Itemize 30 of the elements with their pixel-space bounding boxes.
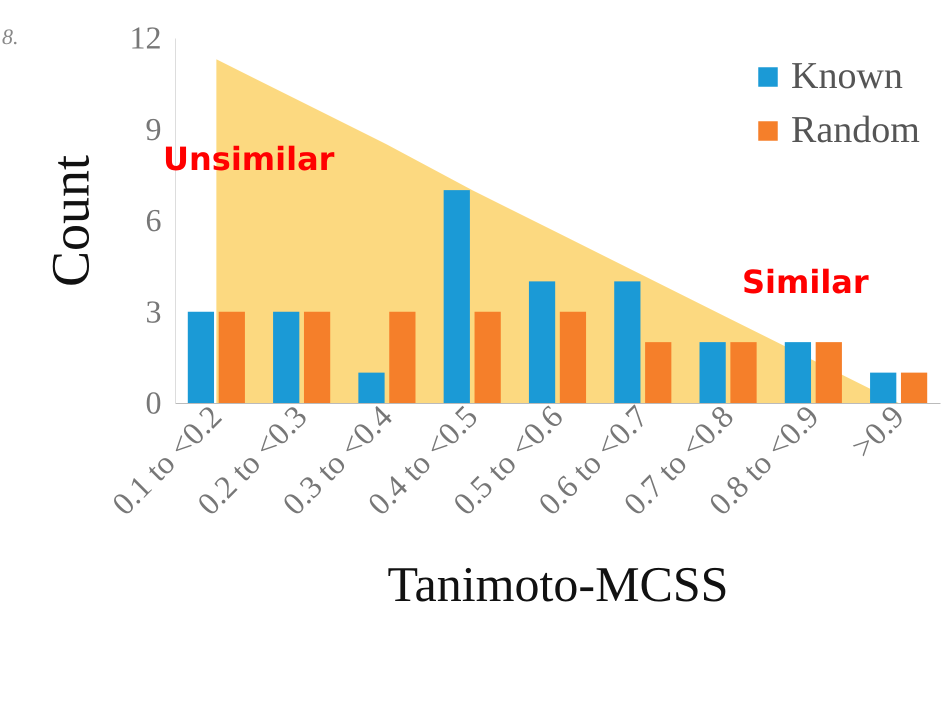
y-axis-title: Count <box>40 154 100 288</box>
y-tick-label: 12 <box>130 20 162 56</box>
y-tick-label: 9 <box>146 110 162 147</box>
bar <box>784 342 812 403</box>
y-tick-label: 6 <box>146 202 162 238</box>
bar <box>560 312 586 403</box>
y-tick-label: 3 <box>146 293 162 330</box>
bar <box>528 281 556 403</box>
bar <box>870 372 896 403</box>
bar <box>730 342 757 403</box>
bar <box>444 190 470 403</box>
legend-label: Random <box>791 109 920 151</box>
bar <box>188 312 214 403</box>
bar <box>304 312 330 403</box>
text: 8. <box>2 24 18 50</box>
bar <box>273 312 300 403</box>
bar <box>218 312 245 403</box>
bar <box>358 372 385 403</box>
bar <box>900 372 928 403</box>
bar <box>474 312 501 403</box>
x-tick-label: >0.9 <box>844 398 911 465</box>
bar <box>816 342 842 403</box>
y-tick-label: 0 <box>146 384 162 420</box>
bar <box>645 342 672 403</box>
bar <box>389 312 416 403</box>
bar <box>700 342 726 403</box>
annotation: Similar <box>742 263 869 301</box>
x-axis-title: Tanimoto-MCSS <box>388 556 728 612</box>
legend-label: Known <box>791 55 903 97</box>
bar <box>614 281 640 403</box>
